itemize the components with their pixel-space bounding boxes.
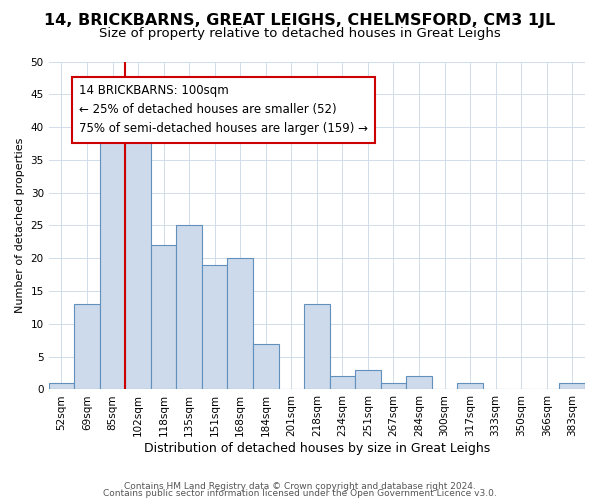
Bar: [151, 245, 176, 390]
Text: 14, BRICKBARNS, GREAT LEIGHS, CHELMSFORD, CM3 1JL: 14, BRICKBARNS, GREAT LEIGHS, CHELMSFORD…: [44, 12, 556, 28]
Bar: [100, 127, 125, 390]
Text: Size of property relative to detached houses in Great Leighs: Size of property relative to detached ho…: [99, 28, 501, 40]
Bar: [74, 304, 100, 390]
Bar: [559, 383, 585, 390]
Bar: [406, 376, 432, 390]
Bar: [253, 344, 278, 390]
Bar: [355, 370, 380, 390]
Bar: [49, 383, 74, 390]
Bar: [125, 114, 151, 390]
Bar: [176, 226, 202, 390]
Y-axis label: Number of detached properties: Number of detached properties: [15, 138, 25, 313]
Text: Contains public sector information licensed under the Open Government Licence v3: Contains public sector information licen…: [103, 490, 497, 498]
Bar: [227, 258, 253, 390]
Bar: [457, 383, 483, 390]
Bar: [380, 383, 406, 390]
Bar: [304, 304, 329, 390]
X-axis label: Distribution of detached houses by size in Great Leighs: Distribution of detached houses by size …: [144, 442, 490, 455]
Text: Contains HM Land Registry data © Crown copyright and database right 2024.: Contains HM Land Registry data © Crown c…: [124, 482, 476, 491]
Text: 14 BRICKBARNS: 100sqm
← 25% of detached houses are smaller (52)
75% of semi-deta: 14 BRICKBARNS: 100sqm ← 25% of detached …: [79, 84, 368, 136]
Bar: [329, 376, 355, 390]
Bar: [202, 265, 227, 390]
